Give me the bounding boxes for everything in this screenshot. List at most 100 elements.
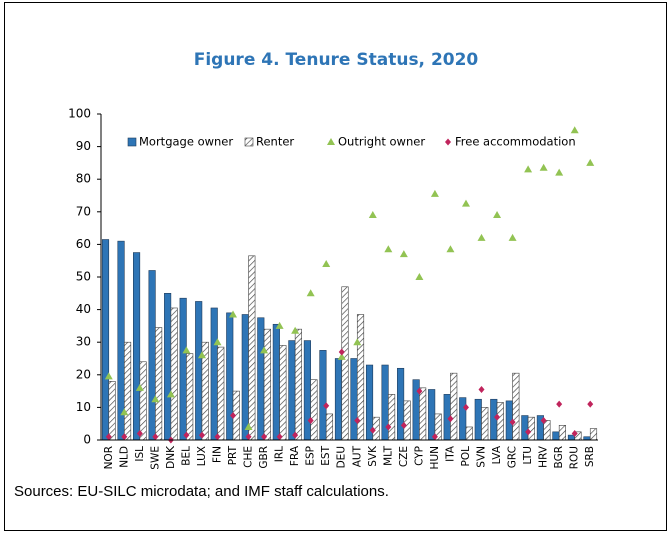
x-tick-label: ISL: [134, 446, 146, 462]
point: [571, 429, 578, 437]
point: [447, 415, 454, 423]
bar: [279, 345, 287, 441]
point: [540, 416, 547, 424]
legend-swatch: [127, 137, 137, 147]
y-tick-label: 50: [76, 270, 91, 284]
bar: [459, 397, 467, 441]
point: [587, 400, 594, 408]
point: [260, 346, 269, 354]
x-tick-label: GBR: [258, 446, 270, 469]
bar: [179, 297, 187, 441]
point: [338, 348, 345, 356]
bar: [403, 400, 411, 441]
x-tick-label: FRA: [289, 445, 301, 466]
legend-label: Mortgage owner: [139, 135, 233, 149]
point: [399, 250, 408, 258]
bar: [490, 398, 498, 441]
bar: [325, 413, 334, 441]
point: [276, 433, 283, 441]
x-tick-label: POL: [460, 446, 472, 467]
point: [369, 426, 376, 434]
point: [198, 431, 205, 439]
bar: [263, 328, 271, 441]
x-tick-label: EST: [320, 445, 332, 465]
x-tick-label: HRV: [538, 445, 550, 468]
bar: [288, 340, 296, 441]
bar: [272, 323, 280, 441]
y-tick-label: 60: [76, 237, 91, 251]
point: [323, 402, 330, 410]
point: [275, 321, 284, 329]
point: [416, 387, 423, 395]
bar: [496, 402, 504, 441]
bar: [319, 350, 327, 441]
bar: [388, 394, 396, 441]
point: [493, 211, 502, 219]
bar: [589, 428, 598, 441]
x-tick-label: SRB: [584, 446, 596, 467]
x-tick-label: FIN: [211, 446, 223, 463]
y-tick-label: 80: [76, 172, 91, 186]
bar: [241, 314, 249, 441]
bar: [226, 312, 234, 441]
point: [197, 351, 206, 359]
point: [556, 400, 563, 408]
x-tick-label: BEL: [180, 446, 192, 466]
point: [430, 189, 439, 197]
legend-swatch: [244, 137, 254, 147]
bar: [334, 358, 343, 441]
bar: [186, 353, 194, 441]
y-tick-label: 20: [76, 367, 91, 381]
point: [400, 421, 407, 429]
x-tick-label: NOR: [103, 446, 115, 469]
point: [104, 372, 113, 380]
frame: [4, 2, 667, 531]
bar: [133, 252, 141, 441]
chart-title: Figure 4. Tenure Status, 2020: [194, 50, 479, 70]
legend-swatch: [445, 138, 451, 146]
legend-label: Outright owner: [338, 135, 425, 149]
bar: [543, 420, 551, 441]
bar: [521, 415, 529, 441]
point: [105, 433, 112, 441]
point: [292, 431, 299, 439]
point: [478, 385, 485, 393]
bar: [217, 346, 225, 441]
bar: [397, 367, 405, 441]
y-tick-label: 0: [83, 433, 91, 447]
legend-swatch: [327, 138, 335, 145]
point: [214, 433, 221, 441]
bar: [310, 379, 318, 441]
point: [525, 428, 532, 436]
y-tick-label: 10: [76, 400, 91, 414]
point: [462, 403, 469, 411]
point: [229, 310, 238, 318]
point: [213, 338, 222, 346]
x-tick-label: CYP: [413, 446, 425, 466]
bar: [303, 340, 311, 441]
point: [384, 245, 393, 253]
bar: [257, 317, 265, 441]
bar: [350, 358, 358, 441]
point: [385, 423, 392, 431]
x-tick-label: LUX: [196, 446, 208, 466]
x-tick-label: PRT: [227, 445, 239, 465]
x-tick-label: CZE: [398, 446, 410, 467]
bar: [419, 387, 427, 441]
point: [120, 408, 129, 416]
bar: [108, 381, 116, 441]
point: [182, 346, 191, 354]
x-tick-label: ESP: [305, 446, 317, 466]
point: [291, 326, 300, 334]
point: [461, 199, 470, 207]
point: [230, 412, 237, 420]
x-tick-label: MLT: [382, 445, 394, 465]
legend-label: Free accommodation: [455, 135, 576, 149]
y-tick-label: 100: [68, 107, 91, 121]
y-tick-label: 30: [76, 335, 91, 349]
bar: [248, 255, 256, 441]
bar: [465, 426, 473, 441]
point: [121, 433, 128, 441]
point: [183, 431, 190, 439]
